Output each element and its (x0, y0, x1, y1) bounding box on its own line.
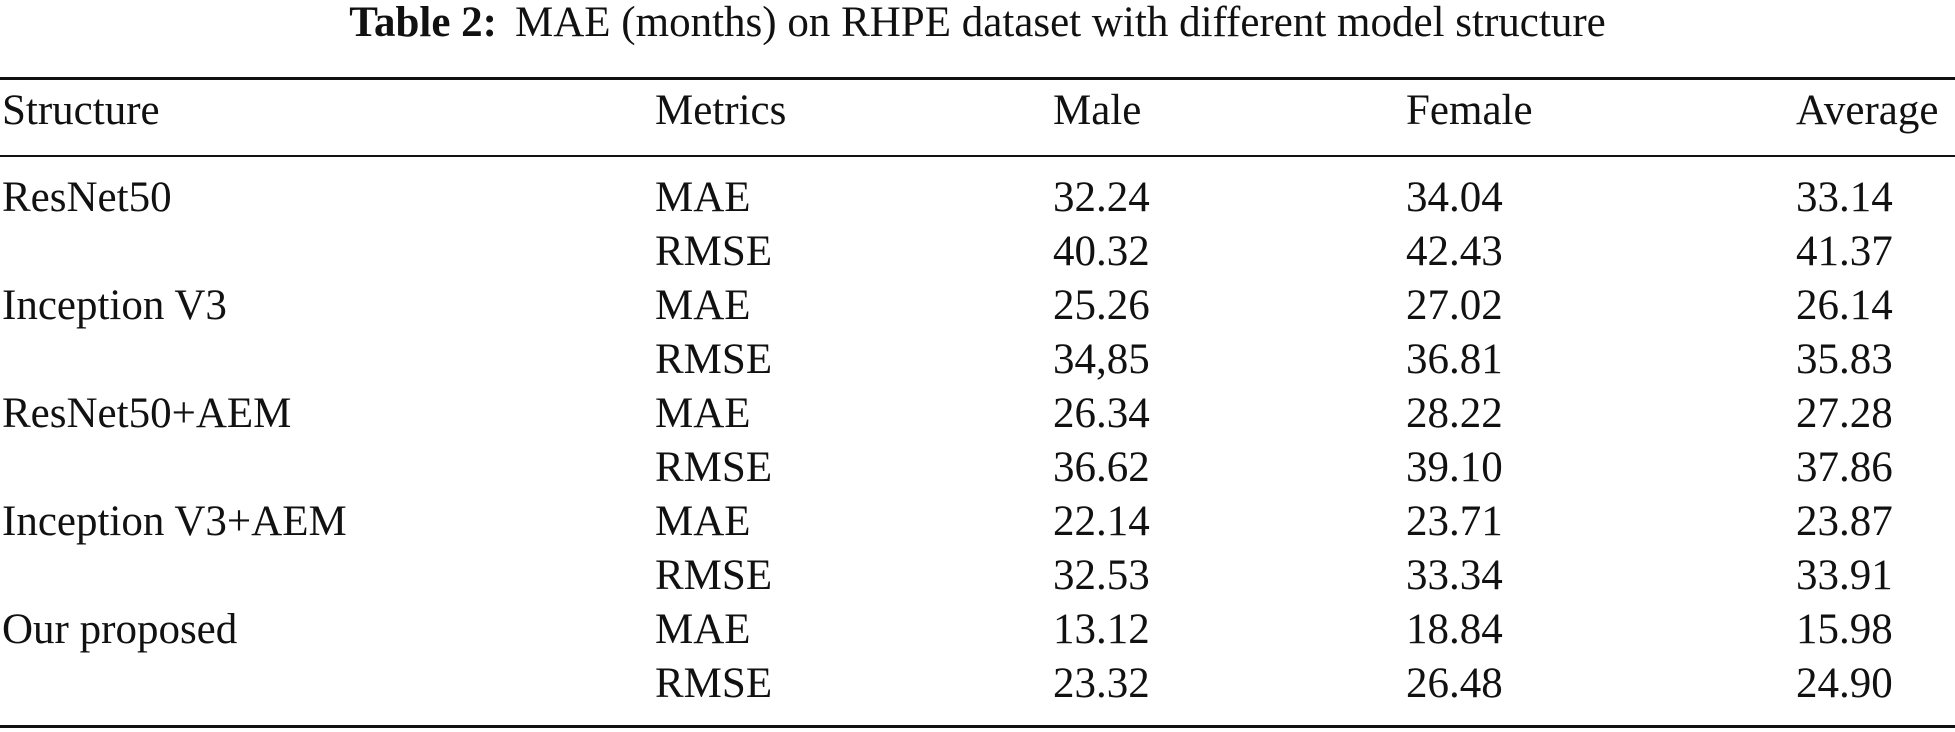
row-metric: MAE (655, 390, 751, 437)
row-male-value: 36.62 (1053, 444, 1150, 491)
row-female-value: 42.43 (1406, 228, 1503, 275)
row-metric: RMSE (655, 336, 773, 383)
row-structure: Inception V3 (2, 282, 227, 329)
row-female-value: 39.10 (1406, 444, 1503, 491)
header-male: Male (1053, 87, 1142, 134)
row-structure: Our proposed (2, 606, 238, 653)
header-metrics: Metrics (655, 87, 787, 134)
row-metric: RMSE (655, 228, 773, 275)
row-metric: RMSE (655, 444, 773, 491)
table-header-rule (0, 155, 1955, 157)
row-average-value: 15.98 (1796, 606, 1893, 653)
row-metric: MAE (655, 282, 751, 329)
row-male-value: 32.53 (1053, 552, 1150, 599)
row-male-value: 32.24 (1053, 174, 1150, 221)
row-female-value: 26.48 (1406, 660, 1503, 707)
row-male-value: 40.32 (1053, 228, 1150, 275)
row-structure: ResNet50+AEM (2, 390, 292, 437)
row-structure: Inception V3+AEM (2, 498, 347, 545)
row-female-value: 23.71 (1406, 498, 1503, 545)
row-average-value: 33.91 (1796, 552, 1893, 599)
caption-label: Table 2: (349, 0, 497, 46)
row-male-value: 34,85 (1053, 336, 1150, 383)
row-average-value: 41.37 (1796, 228, 1893, 275)
row-metric: MAE (655, 606, 751, 653)
table-top-rule (0, 77, 1955, 80)
row-female-value: 36.81 (1406, 336, 1503, 383)
row-metric: RMSE (655, 552, 773, 599)
row-average-value: 23.87 (1796, 498, 1893, 545)
row-average-value: 33.14 (1796, 174, 1893, 221)
header-female: Female (1406, 87, 1533, 134)
row-average-value: 24.90 (1796, 660, 1893, 707)
table-bottom-rule (0, 725, 1955, 728)
row-male-value: 22.14 (1053, 498, 1150, 545)
row-female-value: 34.04 (1406, 174, 1503, 221)
row-female-value: 27.02 (1406, 282, 1503, 329)
header-structure: Structure (2, 87, 160, 134)
row-male-value: 25.26 (1053, 282, 1150, 329)
caption-text: MAE (months) on RHPE dataset with differ… (515, 0, 1606, 46)
row-male-value: 13.12 (1053, 606, 1150, 653)
row-male-value: 23.32 (1053, 660, 1150, 707)
row-female-value: 18.84 (1406, 606, 1503, 653)
row-average-value: 37.86 (1796, 444, 1893, 491)
row-female-value: 33.34 (1406, 552, 1503, 599)
row-metric: MAE (655, 174, 751, 221)
row-metric: RMSE (655, 660, 773, 707)
row-structure: ResNet50 (2, 174, 172, 221)
row-metric: MAE (655, 498, 751, 545)
row-average-value: 26.14 (1796, 282, 1893, 329)
row-average-value: 35.83 (1796, 336, 1893, 383)
table-caption: Table 2: MAE (months) on RHPE dataset wit… (0, 0, 1955, 46)
row-female-value: 28.22 (1406, 390, 1503, 437)
header-average: Average (1796, 87, 1939, 134)
row-average-value: 27.28 (1796, 390, 1893, 437)
row-male-value: 26.34 (1053, 390, 1150, 437)
